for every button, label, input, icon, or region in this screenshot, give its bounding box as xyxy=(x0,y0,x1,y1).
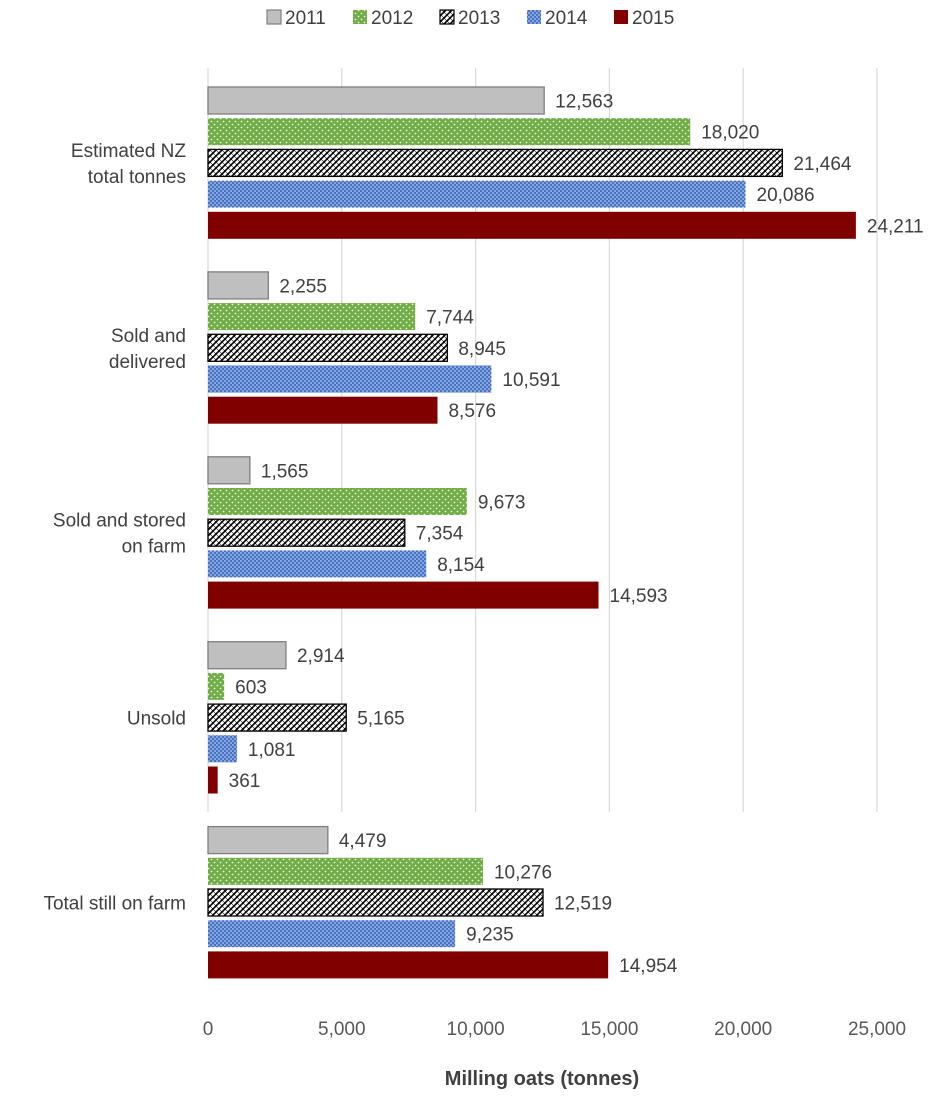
category-label: Total still on farm xyxy=(43,894,186,915)
bar xyxy=(208,672,225,700)
legend-swatch xyxy=(266,9,282,25)
legend-label: 2015 xyxy=(632,8,674,29)
bar-value-label: 1,565 xyxy=(261,461,309,482)
category-label: Estimated NZ total tonnes xyxy=(71,141,186,188)
bar-value-label: 20,086 xyxy=(757,185,815,206)
legend-swatch xyxy=(439,9,455,25)
bar xyxy=(208,211,856,239)
bar xyxy=(207,888,544,917)
bar xyxy=(207,703,347,732)
legend-label: 2013 xyxy=(458,8,500,29)
legend-label: 2012 xyxy=(371,8,413,29)
bar-value-label: 8,154 xyxy=(437,555,485,576)
bar-value-label: 4,479 xyxy=(339,831,387,852)
bar xyxy=(207,148,784,178)
category-label: Sold and stored on farm xyxy=(53,511,186,558)
bar-value-label: 1,081 xyxy=(248,740,296,761)
bar xyxy=(208,951,609,979)
bar-value-label: 12,563 xyxy=(555,92,613,113)
bar-value-label: 21,464 xyxy=(793,154,852,175)
legend-swatch xyxy=(353,10,367,24)
category-label: Unsold xyxy=(127,709,186,730)
legend-label: 2014 xyxy=(545,8,588,29)
bar-value-label: 2,914 xyxy=(297,646,345,667)
bar xyxy=(207,456,251,485)
bar-value-label: 361 xyxy=(229,771,261,792)
x-axis-title: Milling oats (tonnes) xyxy=(445,1068,639,1090)
bar-value-label: 5,165 xyxy=(357,709,405,730)
bar-value-label: 8,576 xyxy=(448,401,496,422)
bar xyxy=(208,396,438,424)
bar xyxy=(207,641,287,670)
bar xyxy=(208,857,483,885)
bar xyxy=(208,488,467,515)
x-tick-label: 25,000 xyxy=(848,1019,906,1040)
bar xyxy=(208,365,492,393)
bar xyxy=(207,333,449,362)
x-tick-label: 5,000 xyxy=(318,1019,366,1040)
bar-value-label: 2,255 xyxy=(279,276,327,297)
bar-value-label: 12,519 xyxy=(554,894,612,915)
bar-value-label: 18,020 xyxy=(701,123,759,144)
bars xyxy=(207,86,856,979)
x-axis-ticks: 0 5,000 10,000 15,000 20,000 25,000 xyxy=(203,1019,906,1040)
bar xyxy=(207,518,406,547)
bar-value-label: 7,744 xyxy=(426,308,474,329)
bar-value-label: 14,593 xyxy=(610,586,668,607)
category-label: Sold and delivered xyxy=(109,326,186,373)
legend-swatch xyxy=(614,10,628,24)
bar-value-label: 8,945 xyxy=(458,339,506,360)
bar xyxy=(208,180,746,208)
x-tick-label: 10,000 xyxy=(447,1019,505,1040)
bar-value-label: 9,235 xyxy=(466,925,514,946)
legend-swatch xyxy=(527,10,541,24)
data-labels: 12,563 18,020 21,464 20,086 24,211 2,255 7,744… xyxy=(229,92,924,977)
bar-value-label: 10,591 xyxy=(502,370,560,391)
x-tick-label: 20,000 xyxy=(714,1019,772,1040)
bar-value-label: 603 xyxy=(235,677,267,698)
bar xyxy=(208,735,237,763)
bar-value-label: 14,954 xyxy=(619,956,678,977)
legend-label: 2011 xyxy=(285,8,326,29)
bar-value-label: 24,211 xyxy=(867,216,924,237)
bar xyxy=(208,581,599,609)
bar xyxy=(207,271,269,300)
bar xyxy=(208,303,416,331)
x-tick-label: 15,000 xyxy=(580,1019,638,1040)
x-tick-label: 0 xyxy=(203,1019,214,1040)
bar-value-label: 9,673 xyxy=(478,493,526,514)
bar xyxy=(208,920,456,948)
bar xyxy=(208,118,691,146)
bar xyxy=(207,86,545,115)
legend: 2011 2012 2013 2014 2015 xyxy=(266,8,674,29)
bar-value-label: 7,354 xyxy=(416,524,464,545)
bar xyxy=(208,766,218,794)
category-labels: Estimated NZ total tonnes Sold and delivere… xyxy=(43,141,186,915)
bar xyxy=(208,550,427,578)
bar xyxy=(207,825,329,855)
bar-value-label: 10,276 xyxy=(494,862,552,883)
gridlines xyxy=(207,68,878,812)
